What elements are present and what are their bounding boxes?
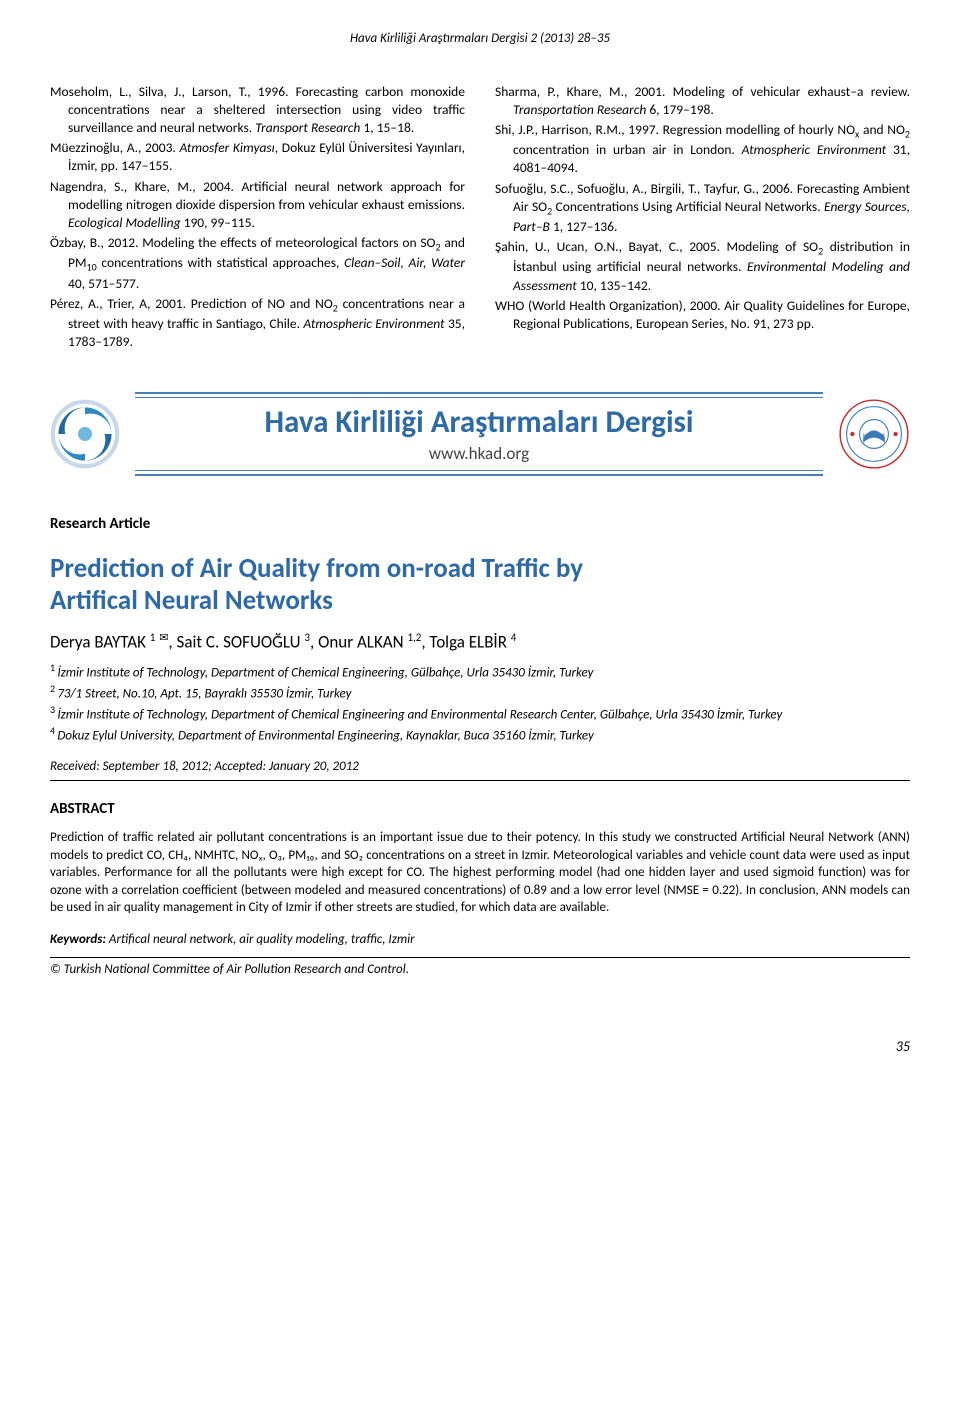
page-number: 35: [50, 1038, 910, 1057]
keywords-text: Artifical neural network, air quality mo…: [106, 932, 415, 947]
article-title-line: Artifical Neural Networks: [50, 584, 333, 617]
journal-url: www.hkad.org: [135, 443, 823, 466]
copyright-line: © Turkish National Committee of Air Poll…: [50, 957, 910, 979]
affiliation: Dokuz Eylul University, Department of En…: [57, 728, 594, 743]
journal-swirl-logo-icon: [50, 399, 120, 469]
banner-divider: [135, 392, 823, 394]
journal-seal-icon: HKADTMK: [838, 398, 910, 470]
reference-item: Moseholm, L., Silva, J., Larson, T., 199…: [50, 83, 465, 138]
journal-title: Hava Kirliliği Araştırmaları Dergisi: [135, 402, 823, 444]
reference-item: Shi, J.P., Harrison, R.M., 1997. Regress…: [495, 121, 910, 178]
abstract-body: Prediction of traffic related air pollut…: [50, 829, 910, 917]
references-right: Sharma, P., Khare, M., 2001. Modeling of…: [495, 83, 910, 354]
keywords-label: Keywords:: [50, 932, 106, 947]
reference-item: Müezzinoğlu, A., 2003. Atmosfer Kimyası,…: [50, 139, 465, 175]
abstract-heading: ABSTRACT: [50, 799, 910, 819]
keywords-line: Keywords: Artifical neural network, air …: [50, 931, 910, 949]
article-title: Prediction of Air Quality from on-road T…: [50, 553, 910, 618]
reference-item: Pérez, A., Trier, A, 2001. Prediction of…: [50, 295, 465, 352]
banner-divider: [135, 397, 823, 398]
svg-text:HKADTMK: HKADTMK: [863, 433, 885, 439]
affiliation: 73/1 Street, No.10, Apt. 15, Bayraklı 35…: [57, 686, 351, 701]
banner-divider: [135, 474, 823, 476]
reference-item: Nagendra, S., Khare, M., 2004. Artificia…: [50, 178, 465, 233]
references-columns: Moseholm, L., Silva, J., Larson, T., 199…: [50, 83, 910, 354]
journal-banner: Hava Kirliliği Araştırmaları Dergisi www…: [50, 389, 910, 480]
authors-line: Derya BAYTAK 1 ✉, Sait C. SOFUOĞLU 3, On…: [50, 631, 910, 655]
reference-item: WHO (World Health Organization), 2000. A…: [495, 297, 910, 333]
article-dates: Received: September 18, 2012; Accepted: …: [50, 758, 910, 781]
running-header: Hava Kirliliği Araştırmaları Dergisi 2 (…: [50, 30, 910, 48]
references-left: Moseholm, L., Silva, J., Larson, T., 199…: [50, 83, 465, 354]
affiliations: 1 İzmir Institute of Technology, Departm…: [50, 661, 910, 745]
affiliation: İzmir Institute of Technology, Departmen…: [57, 707, 782, 722]
section-label: Research Article: [50, 514, 910, 534]
article-title-line: Prediction of Air Quality from on-road T…: [50, 552, 583, 585]
affiliation: İzmir Institute of Technology, Departmen…: [57, 665, 593, 680]
reference-item: Sofuoğlu, S.C., Sofuoğlu, A., Birgili, T…: [495, 180, 910, 237]
reference-item: Özbay, B., 2012. Modeling the effects of…: [50, 234, 465, 293]
reference-item: Şahin, U., Ucan, O.N., Bayat, C., 2005. …: [495, 238, 910, 295]
reference-item: Sharma, P., Khare, M., 2001. Modeling of…: [495, 83, 910, 119]
banner-divider: [135, 470, 823, 471]
